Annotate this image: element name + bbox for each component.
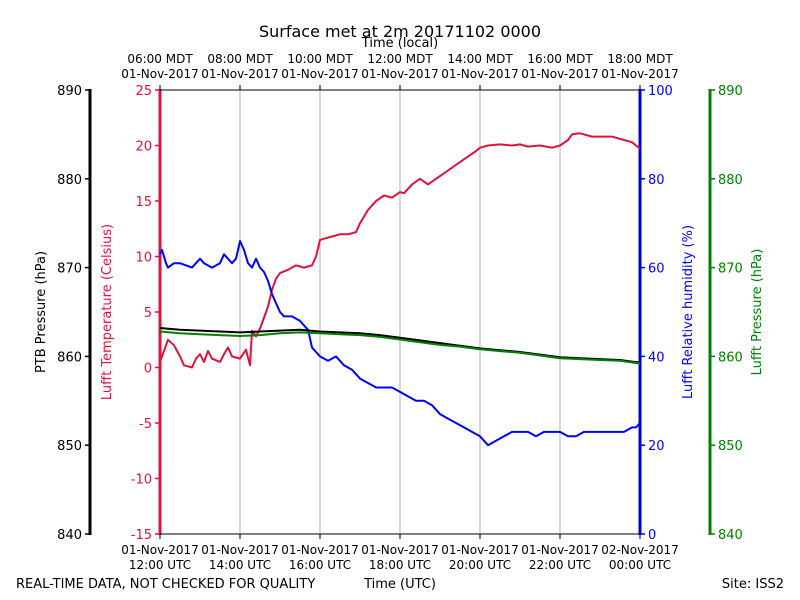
x-tick-date-label: 01-Nov-2017 (201, 543, 279, 557)
temp-tick-label: 20 (135, 140, 152, 155)
temp-tick-label: -15 (131, 528, 152, 543)
top-tick-time-label: 18:00 MDT (607, 52, 673, 66)
y-axis-ticks: 840 850 860 870 880 890 -15 -10 -5 0 5 10 15 20 25 0 20 4… (57, 84, 743, 543)
ptb-tick-label: 880 (57, 173, 82, 188)
top-tick-time-label: 14:00 MDT (447, 52, 513, 66)
top-tick-date-label: 01-Nov-2017 (201, 67, 279, 81)
lufft-pressure-tick-label: 840 (718, 528, 743, 543)
temp-tick-label: 5 (144, 306, 152, 321)
top-tick-time-label: 08:00 MDT (207, 52, 273, 66)
x-tick-time-label: 18:00 UTC (369, 558, 431, 572)
x-tick-date-label: 01-Nov-2017 (121, 543, 199, 557)
rh-axis-label: Lufft Relative humidity (%) (681, 225, 696, 399)
bottom-axis-label: Time (UTC) (363, 577, 436, 592)
lufft-pressure-axis-label: Lufft Pressure (hPa) (750, 249, 765, 376)
rh-tick-label: 40 (648, 350, 665, 365)
top-tick-date-label: 01-Nov-2017 (361, 67, 439, 81)
ptb-axis-label: PTB Pressure (hPa) (34, 251, 49, 373)
x-tick-time-label: 14:00 UTC (209, 558, 271, 572)
rh-tick-label: 20 (648, 439, 665, 454)
top-axis-label: Time (local) (361, 36, 438, 51)
lufft-pressure-tick-label: 880 (718, 173, 743, 188)
temp-tick-label: 10 (135, 251, 152, 266)
x-tick-time-label: 20:00 UTC (449, 558, 511, 572)
x-tick-date-label: 01-Nov-2017 (361, 543, 439, 557)
series-lines (159, 132, 641, 447)
x-tick-time-label: 16:00 UTC (289, 558, 351, 572)
gridlines (239, 90, 561, 534)
temp-tick-label: 0 (144, 362, 152, 377)
top-tick-date-label: 01-Nov-2017 (281, 67, 359, 81)
x-tick-date-label: 02-Nov-2017 (601, 543, 679, 557)
top-tick-time-label: 10:00 MDT (287, 52, 353, 66)
top-tick-date-label: 01-Nov-2017 (441, 67, 519, 81)
lufft-pressure-tick-label: 890 (718, 84, 743, 99)
top-tick-date-label: 01-Nov-2017 (121, 67, 199, 81)
x-tick-date-label: 01-Nov-2017 (441, 543, 519, 557)
temp-tick-label: 25 (135, 84, 152, 99)
ptb-tick-label: 840 (57, 528, 82, 543)
series-lufft-temperature (159, 132, 641, 369)
x-tick-time-label: 00:00 UTC (609, 558, 671, 572)
top-tick-date-label: 01-Nov-2017 (601, 67, 679, 81)
lufft-pressure-tick-label: 870 (718, 262, 743, 277)
x-tick-date-label: 01-Nov-2017 (521, 543, 599, 557)
top-tick-time-label: 16:00 MDT (527, 52, 593, 66)
temp-tick-label: 15 (135, 195, 152, 210)
x-tick-time-label: 22:00 UTC (529, 558, 591, 572)
temp-tick-label: -10 (131, 473, 152, 488)
lufft-pressure-tick-label: 850 (718, 439, 743, 454)
top-tick-date-label: 01-Nov-2017 (521, 67, 599, 81)
temp-tick-label: -5 (139, 417, 152, 432)
rh-tick-label: 60 (648, 262, 665, 277)
ptb-tick-label: 850 (57, 439, 82, 454)
series-lufft-pressure (159, 330, 641, 365)
temp-axis-label: Lufft Temperature (Celsius) (100, 224, 115, 400)
chart-title: Surface met at 2m 20171102 0000 (259, 22, 541, 41)
footer-note: REAL-TIME DATA, NOT CHECKED FOR QUALITY (16, 577, 315, 592)
rh-tick-label: 100 (648, 84, 673, 99)
rh-tick-label: 0 (648, 528, 656, 543)
ptb-tick-label: 860 (57, 350, 82, 365)
site-label: Site: ISS2 (722, 577, 784, 592)
top-tick-time-label: 06:00 MDT (127, 52, 193, 66)
ptb-tick-label: 890 (57, 84, 82, 99)
rh-tick-label: 80 (648, 173, 665, 188)
x-tick-time-label: 12:00 UTC (129, 558, 191, 572)
top-tick-time-label: 12:00 MDT (367, 52, 433, 66)
series-lufft-relative-humidity (159, 240, 641, 447)
lufft-pressure-tick-label: 860 (718, 350, 743, 365)
x-tick-date-label: 01-Nov-2017 (281, 543, 359, 557)
ptb-tick-label: 870 (57, 262, 82, 277)
